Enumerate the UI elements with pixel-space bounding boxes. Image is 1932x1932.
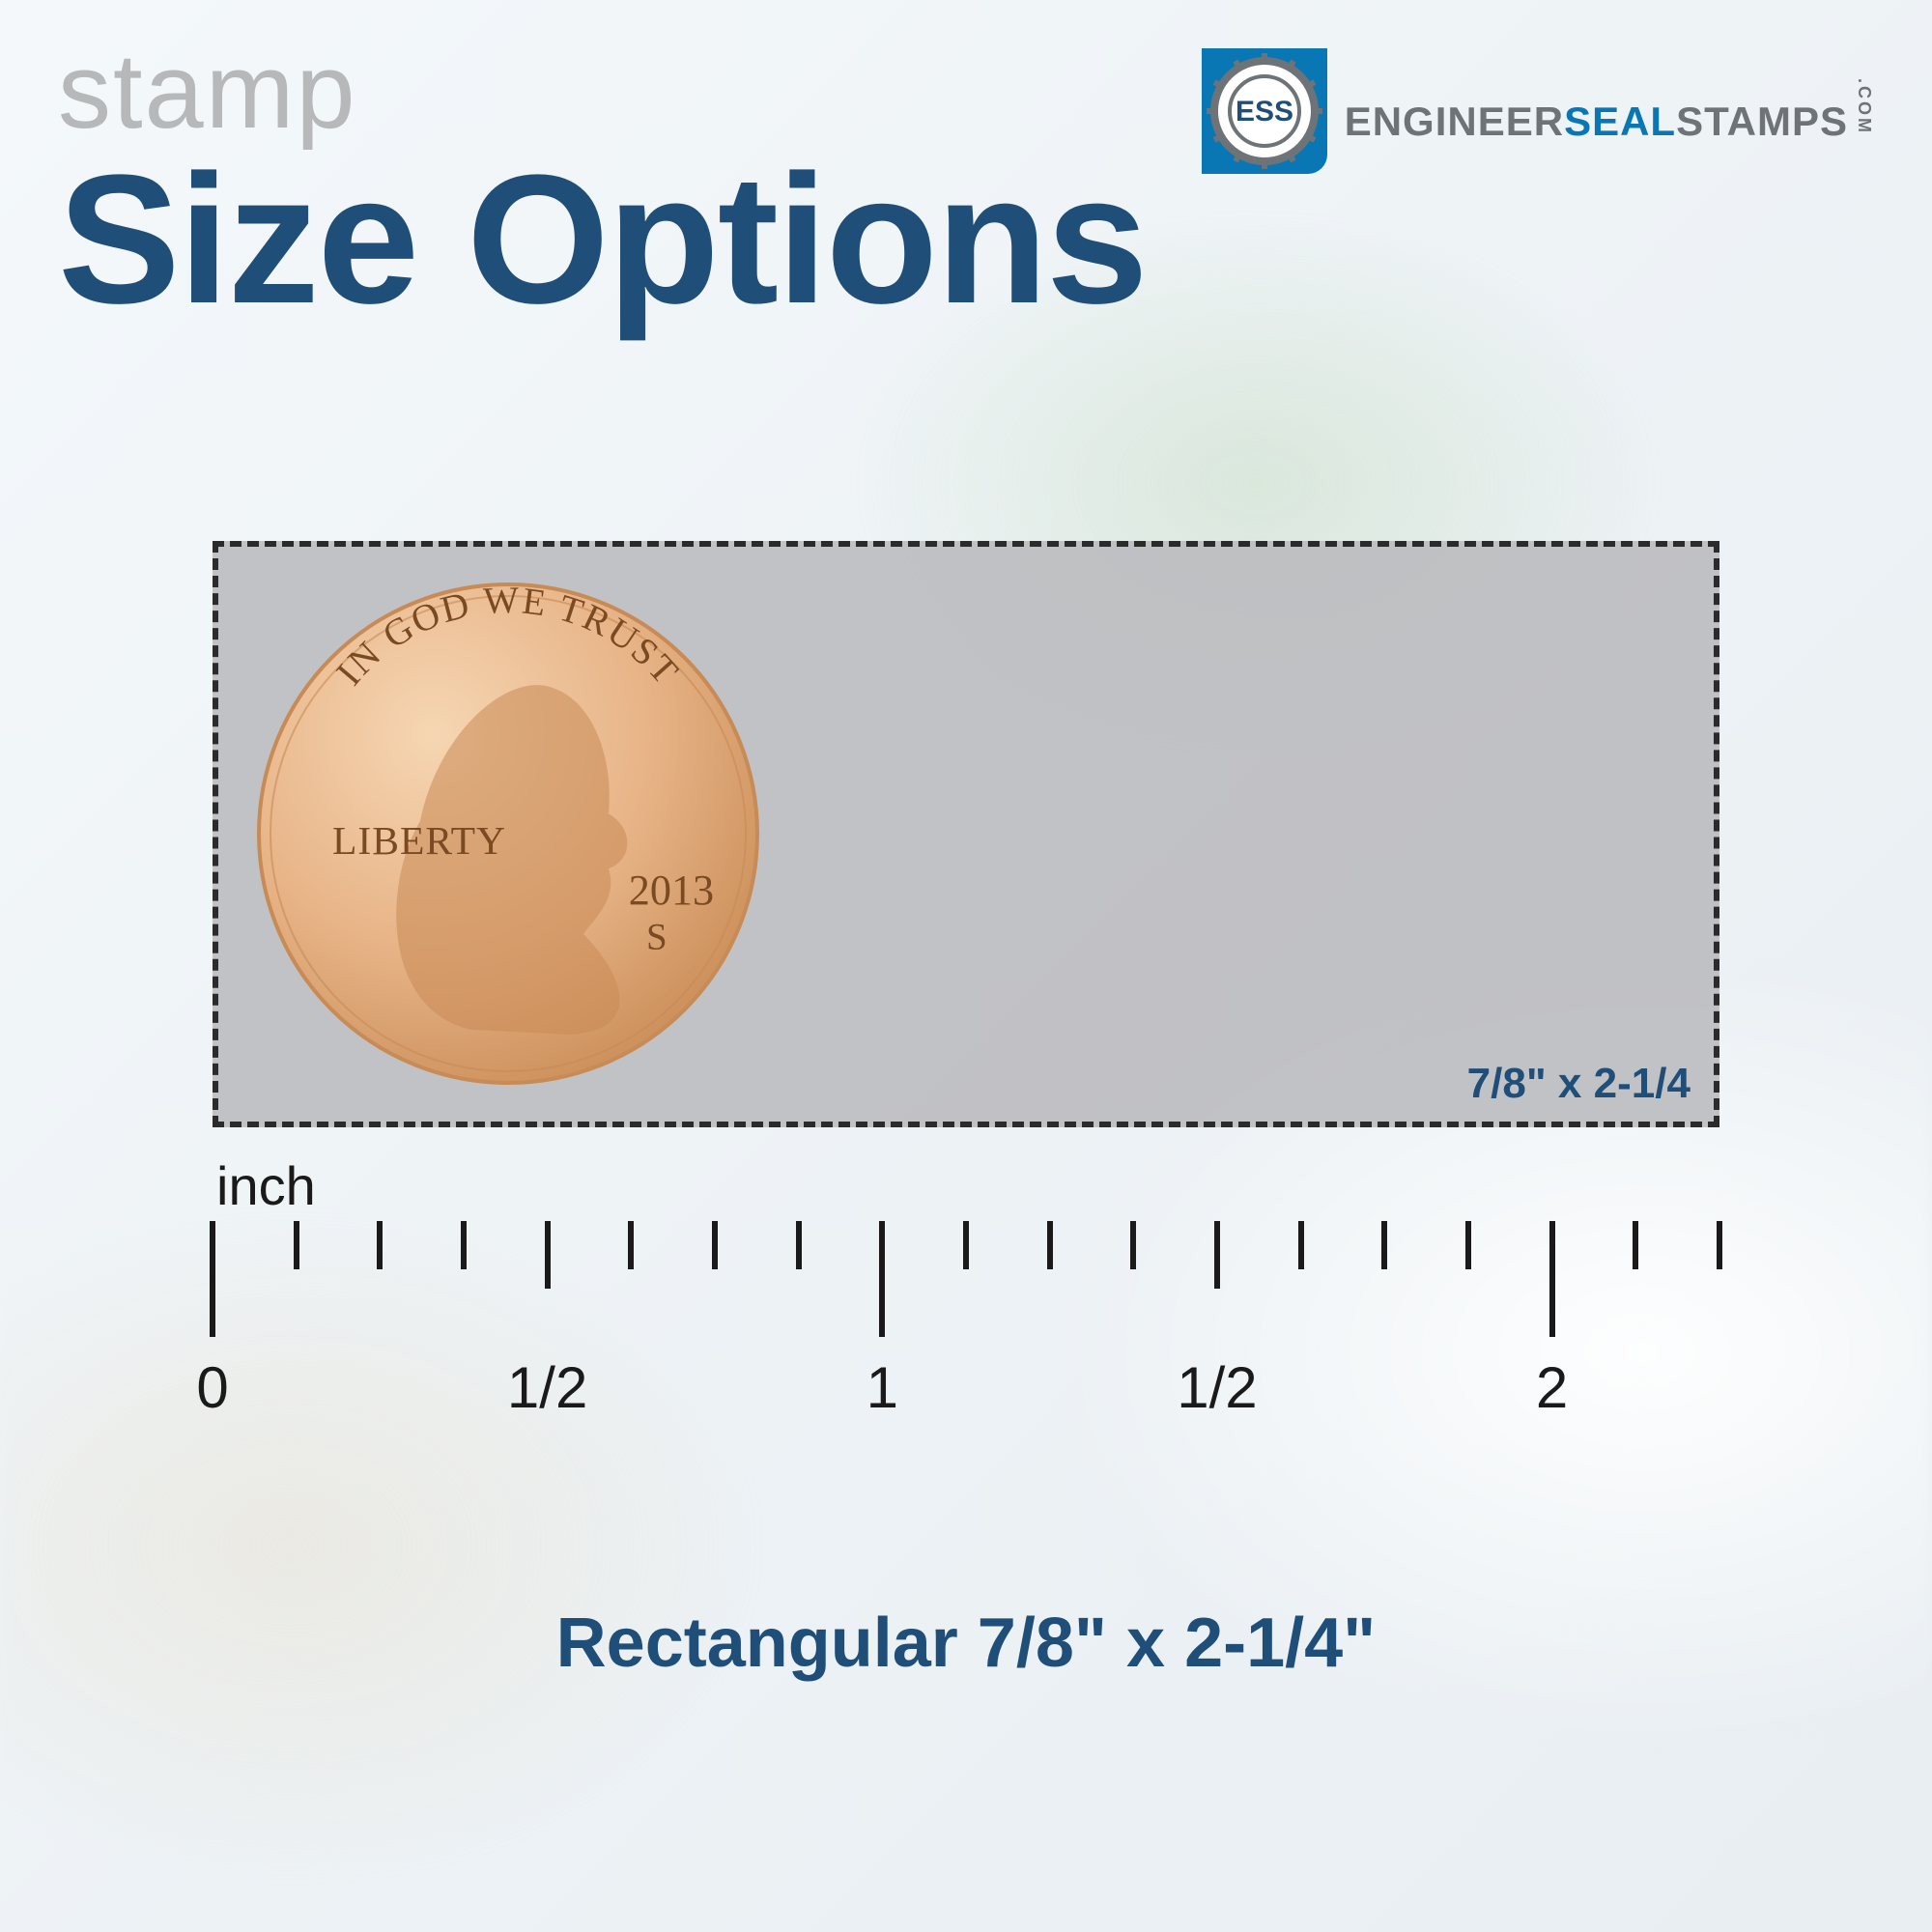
logo-wordmark: ENGINEER SEAL STAMPS .COM: [1345, 78, 1874, 145]
stamp-outline: IN GOD WE TRUST LIBERTY 2013 S 7/8" x 2-…: [213, 541, 1719, 1127]
title-block: stamp Size Options: [58, 39, 1147, 327]
ruler-label: 2: [1536, 1354, 1568, 1421]
ruler: inch 0121/21/2: [213, 1154, 1719, 1441]
ruler-label: 1: [867, 1354, 898, 1421]
ruler-ticks: [213, 1221, 1719, 1337]
logo-part-1: ENGINEER: [1345, 99, 1564, 145]
svg-text:LIBERTY: LIBERTY: [332, 818, 506, 863]
ess-badge-icon: ESS: [1202, 48, 1327, 174]
svg-text:2013: 2013: [629, 867, 714, 914]
logo-part-3: STAMPS: [1676, 99, 1848, 145]
ruler-label: 1/2: [1177, 1354, 1257, 1421]
size-caption: Rectangular 7/8" x 2-1/4": [556, 1604, 1377, 1683]
brand-logo: ESS ENGINEER SEAL STAMPS .COM: [1202, 39, 1874, 174]
title-small: stamp: [58, 39, 1147, 145]
stamp-dimension-label: 7/8" x 2-1/4: [1467, 1060, 1690, 1108]
title-big: Size Options: [58, 153, 1147, 327]
badge-text: ESS: [1236, 96, 1293, 128]
header: stamp Size Options ESS ENGINEER SEAL STA…: [58, 39, 1874, 327]
penny-icon: IN GOD WE TRUST LIBERTY 2013 S: [257, 582, 759, 1085]
ruler-unit-label: inch: [216, 1154, 1719, 1217]
logo-suffix: .COM: [1854, 78, 1874, 135]
ruler-numbers: 0121/21/2: [213, 1354, 1719, 1441]
svg-text:S: S: [646, 917, 668, 958]
ruler-label: 0: [196, 1354, 228, 1421]
ruler-label: 1/2: [507, 1354, 587, 1421]
size-diagram: IN GOD WE TRUST LIBERTY 2013 S 7/8" x 2-…: [213, 541, 1719, 1441]
logo-part-2: SEAL: [1564, 99, 1676, 145]
